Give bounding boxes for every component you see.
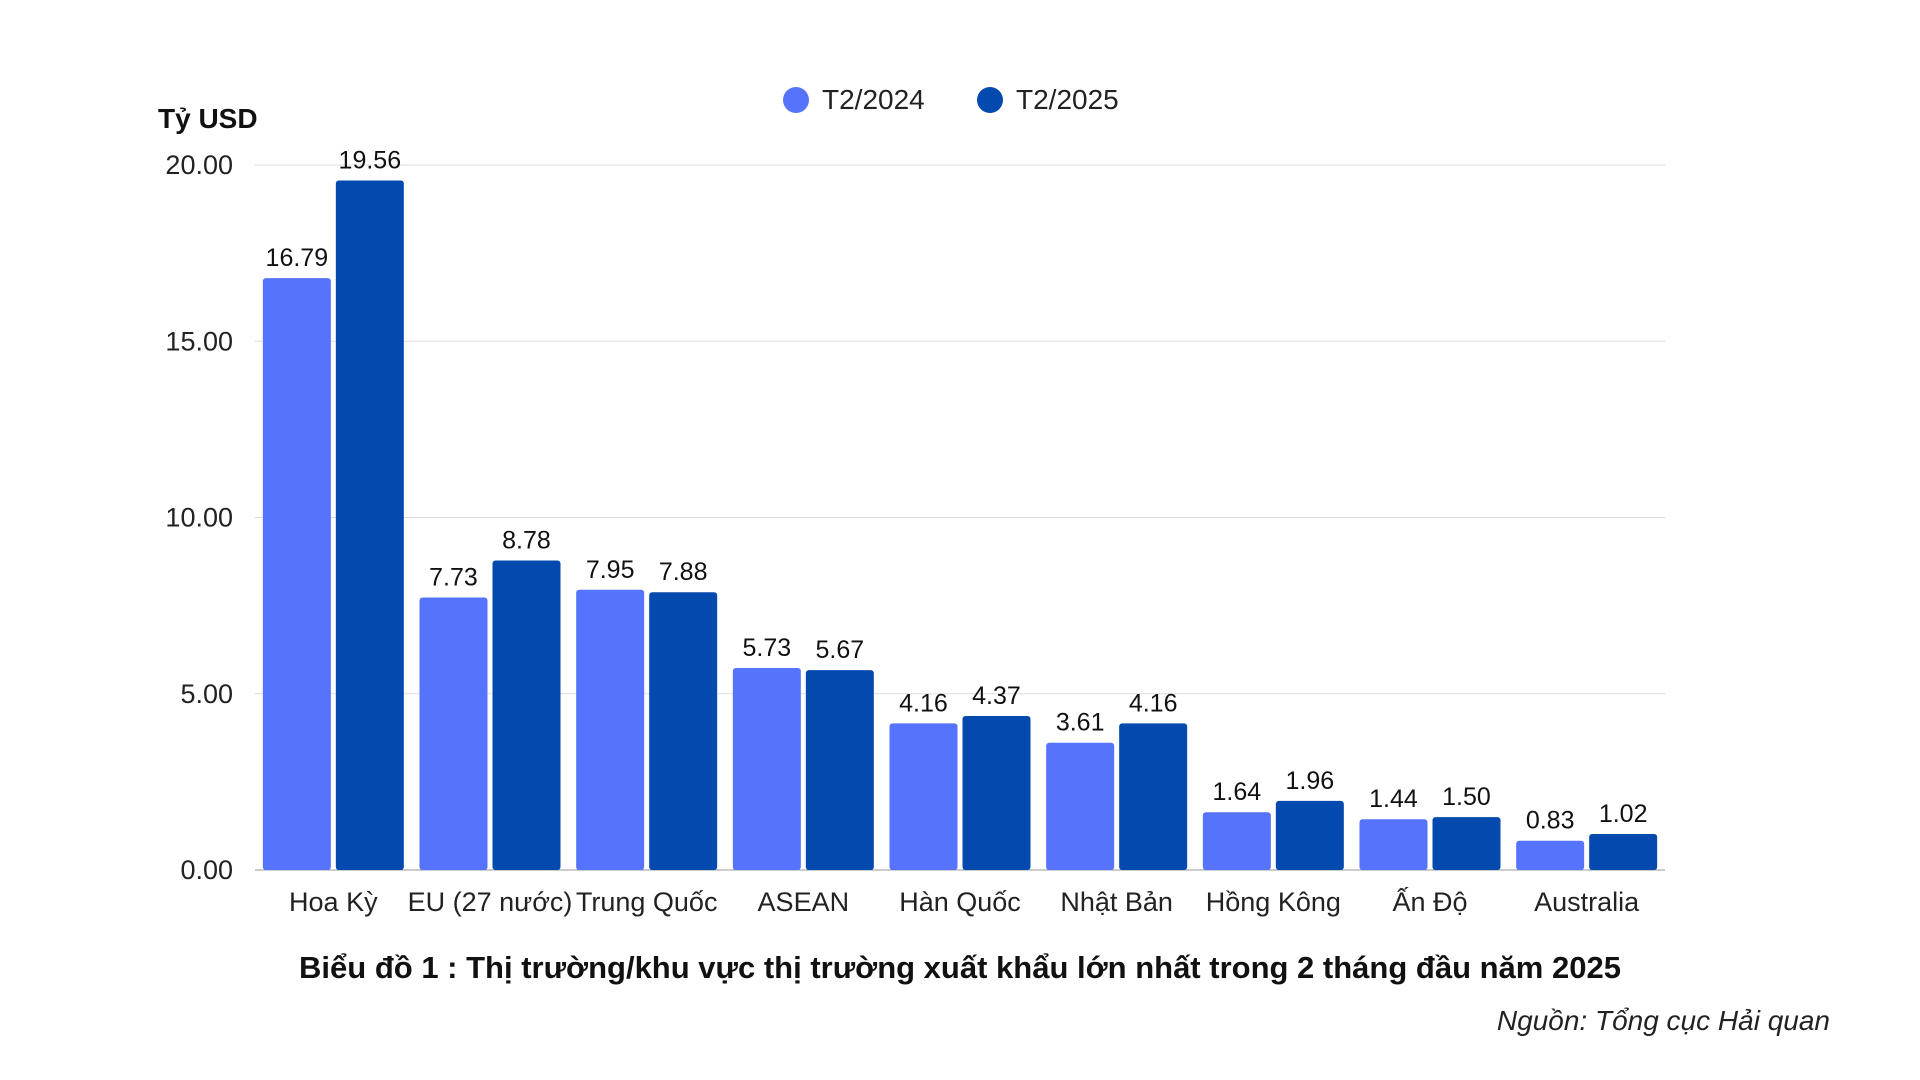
data-label: 7.73 — [429, 564, 478, 592]
data-label: 5.73 — [742, 634, 791, 662]
bar — [805, 670, 874, 870]
data-label: 7.95 — [586, 556, 635, 584]
legend-marker — [783, 87, 809, 113]
bar — [1046, 742, 1115, 870]
x-category-label: ASEAN — [758, 887, 850, 917]
x-axis-categories: Hoa Kỳ EU (27 nước) Trung Quốc ASEAN Hàn Quố… — [289, 886, 1640, 917]
source-note: Nguồn: Tổng cục Hải quan — [1496, 1005, 1830, 1036]
x-category-label: Hàn Quốc — [899, 887, 1021, 917]
bar — [732, 668, 801, 870]
x-category-label: Nhật Bản — [1060, 887, 1173, 917]
bars — [262, 180, 1658, 871]
bar — [889, 723, 958, 870]
bar — [649, 592, 718, 870]
data-label: 4.16 — [899, 689, 948, 717]
data-label: 1.64 — [1212, 778, 1261, 806]
data-label: 1.44 — [1369, 785, 1418, 813]
data-label: 1.96 — [1285, 767, 1334, 795]
data-label: 1.02 — [1599, 800, 1648, 828]
data-label: 5.67 — [815, 636, 864, 664]
bar — [576, 589, 645, 870]
y-tick-label: 0.00 — [180, 855, 233, 885]
x-category-label: Australia — [1534, 887, 1640, 917]
x-category-label: Ấn Độ — [1392, 886, 1467, 917]
bar — [1432, 817, 1501, 870]
bar — [962, 715, 1031, 870]
bar — [1516, 840, 1585, 870]
gridlines — [255, 164, 1665, 871]
x-category-label: Hồng Kông — [1206, 887, 1341, 917]
x-category-label: Trung Quốc — [576, 887, 718, 917]
y-tick-label: 15.00 — [165, 326, 233, 356]
legend: T2/2024 T2/2025 — [783, 84, 1119, 115]
data-label: 1.50 — [1442, 783, 1491, 811]
bar — [262, 278, 331, 871]
data-labels: 16.79 19.56 7.73 8.78 7.95 7.88 5.73 5.67 4.16 4.… — [266, 147, 1648, 835]
data-label: 19.56 — [339, 147, 402, 175]
bar — [419, 597, 488, 870]
y-tick-label: 20.00 — [165, 150, 233, 180]
bar — [492, 560, 561, 870]
bar — [1589, 834, 1658, 870]
data-label: 8.78 — [502, 527, 551, 555]
legend-entry: T2/2024 — [822, 84, 925, 115]
y-axis-ticks: 0.00 5.00 10.00 15.00 20.00 — [165, 150, 233, 885]
bar — [1119, 723, 1188, 870]
bar — [335, 180, 404, 870]
bar — [1359, 819, 1428, 870]
data-label: 4.16 — [1129, 689, 1178, 717]
y-tick-label: 5.00 — [180, 679, 233, 709]
data-label: 16.79 — [266, 244, 329, 272]
data-label: 7.88 — [659, 558, 708, 586]
y-tick-label: 10.00 — [165, 503, 233, 533]
legend-marker — [977, 87, 1003, 113]
legend-entry: T2/2025 — [1016, 84, 1119, 115]
x-category-label: EU (27 nước) — [408, 887, 573, 917]
bar — [1202, 812, 1271, 870]
bar — [1275, 800, 1344, 870]
data-label: 0.83 — [1526, 807, 1575, 835]
y-axis-label: Tỷ USD — [158, 103, 258, 134]
chart-caption: Biểu đồ 1 : Thị trường/khu vực thị trườn… — [299, 950, 1621, 985]
data-label: 4.37 — [972, 682, 1021, 710]
x-category-label: Hoa Kỳ — [289, 887, 378, 917]
data-label: 3.61 — [1056, 709, 1105, 737]
